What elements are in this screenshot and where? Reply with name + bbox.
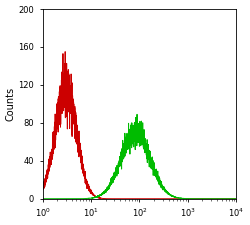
Y-axis label: Counts: Counts xyxy=(6,87,16,121)
